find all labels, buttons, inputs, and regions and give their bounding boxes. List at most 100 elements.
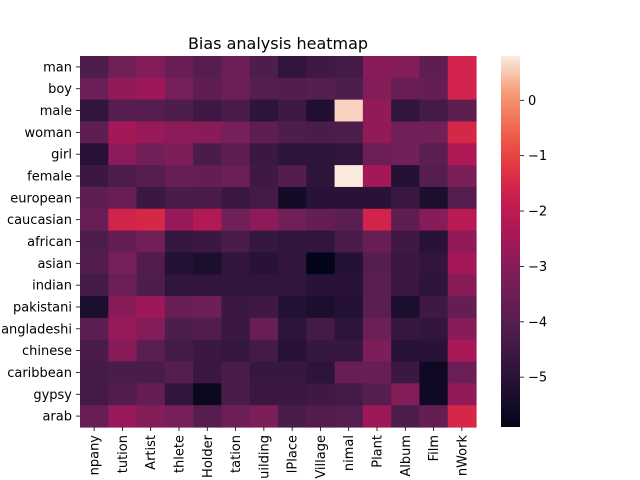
heatmap-cell: [447, 77, 477, 101]
heatmap-cell: [193, 361, 223, 384]
heatmap-cell: [249, 274, 279, 297]
heatmap-cell: [278, 383, 307, 406]
heatmap-cell: [221, 186, 251, 210]
heatmap-cell: [362, 405, 392, 428]
heatmap-cell: [221, 165, 251, 188]
heatmap-cell: [362, 252, 392, 275]
heatmap-cell: [249, 186, 279, 210]
heatmap-cell: [221, 274, 251, 297]
heatmap-cell: [136, 296, 166, 319]
column-tick-label: Holder: [201, 434, 216, 478]
heatmap-cell: [419, 77, 449, 101]
heatmap-cell: [278, 274, 307, 297]
heatmap-cell: [80, 143, 109, 166]
heatmap-cell: [334, 77, 364, 101]
heatmap-cell: [278, 230, 307, 254]
heatmap-cell: [391, 405, 421, 428]
heatmap-cell: [80, 405, 109, 428]
heatmap-cell: [193, 274, 223, 297]
heatmap-cell: [362, 165, 392, 188]
heatmap-cell: [334, 230, 364, 254]
heatmap-cell: [391, 99, 421, 123]
heatmap-cell: [249, 99, 279, 123]
heatmap-cell: [391, 361, 421, 384]
row-tick-label: female: [27, 170, 72, 185]
heatmap-cell: [362, 317, 392, 341]
heatmap-cell: [193, 208, 223, 232]
heatmap-cell: [80, 230, 109, 254]
column-tick-label: Album: [399, 435, 414, 477]
heatmap-cell: [419, 208, 449, 232]
heatmap-cell: [419, 361, 449, 384]
heatmap-cell: [221, 121, 251, 144]
heatmap-cell: [136, 405, 166, 428]
heatmap-cell: [278, 56, 307, 79]
heatmap-cell: [164, 361, 194, 384]
heatmap-cell: [419, 165, 449, 188]
heatmap-cell: [362, 383, 392, 406]
column-tick-labels: npany tution Artist thlete Holder tation uildi…: [88, 427, 470, 479]
heatmap-cell: [193, 121, 223, 144]
heatmap-cell: [136, 317, 166, 341]
heatmap-cell: [306, 274, 336, 297]
heatmap-cell: [80, 165, 109, 188]
heatmap-cell: [164, 56, 194, 79]
heatmap-cell: [278, 121, 307, 144]
heatmap-cell: [447, 186, 477, 210]
heatmap-cell: [278, 165, 307, 188]
heatmap-cell: [108, 56, 138, 79]
heatmap-cell: [108, 99, 138, 123]
heatmap-cell: [419, 230, 449, 254]
heatmap-cell: [249, 383, 279, 406]
column-tick-label: npany: [88, 435, 103, 476]
heatmap-cell: [80, 56, 109, 79]
heatmap-cell: [221, 252, 251, 275]
heatmap-cell: [306, 77, 336, 101]
heatmap-cell: [447, 121, 477, 144]
heatmap-cell: [164, 186, 194, 210]
heatmap-cell: [334, 274, 364, 297]
heatmap-cell: [108, 252, 138, 275]
heatmap-cell: [362, 339, 392, 363]
heatmap-cell: [278, 317, 307, 341]
heatmap-cell: [136, 383, 166, 406]
colorbar-tick-label: −2: [528, 205, 547, 220]
heatmap-cell: [391, 165, 421, 188]
heatmap-cell: [334, 143, 364, 166]
heatmap-cell: [447, 143, 477, 166]
heatmap-cell: [419, 317, 449, 341]
heatmap-cell: [221, 208, 251, 232]
heatmap-cell: [306, 405, 336, 428]
heatmap-cell: [249, 339, 279, 363]
heatmap-cell: [136, 165, 166, 188]
heatmap-cell: [164, 77, 194, 101]
heatmap-cell: [249, 405, 279, 428]
heatmap-cell: [136, 56, 166, 79]
heatmap-cell: [362, 296, 392, 319]
heatmap-cell: [80, 99, 109, 123]
heatmap-cell: [306, 121, 336, 144]
heatmap-cell: [221, 383, 251, 406]
heatmap-cell: [306, 230, 336, 254]
heatmap-cell: [362, 143, 392, 166]
heatmap-cell: [136, 208, 166, 232]
heatmap-cell: [362, 121, 392, 144]
heatmap-cell: [334, 99, 364, 123]
heatmap-cell: [447, 208, 477, 232]
heatmap-cell: [362, 208, 392, 232]
heatmap-cell: [447, 230, 477, 254]
heatmap-cell: [249, 230, 279, 254]
heatmap-cell: [136, 252, 166, 275]
heatmap-cell: [278, 252, 307, 275]
row-tick-label: african: [27, 235, 72, 250]
heatmap-cell: [221, 296, 251, 319]
heatmap-cell: [447, 56, 477, 79]
colorbar-tick-label: −3: [528, 260, 547, 275]
heatmap-cell: [249, 296, 279, 319]
heatmap-cell: [221, 56, 251, 79]
heatmap-cells: [80, 56, 477, 428]
heatmap-cell: [334, 296, 364, 319]
heatmap-cell: [391, 56, 421, 79]
colorbar-tick-label: −5: [528, 371, 547, 386]
heatmap-cell: [164, 121, 194, 144]
